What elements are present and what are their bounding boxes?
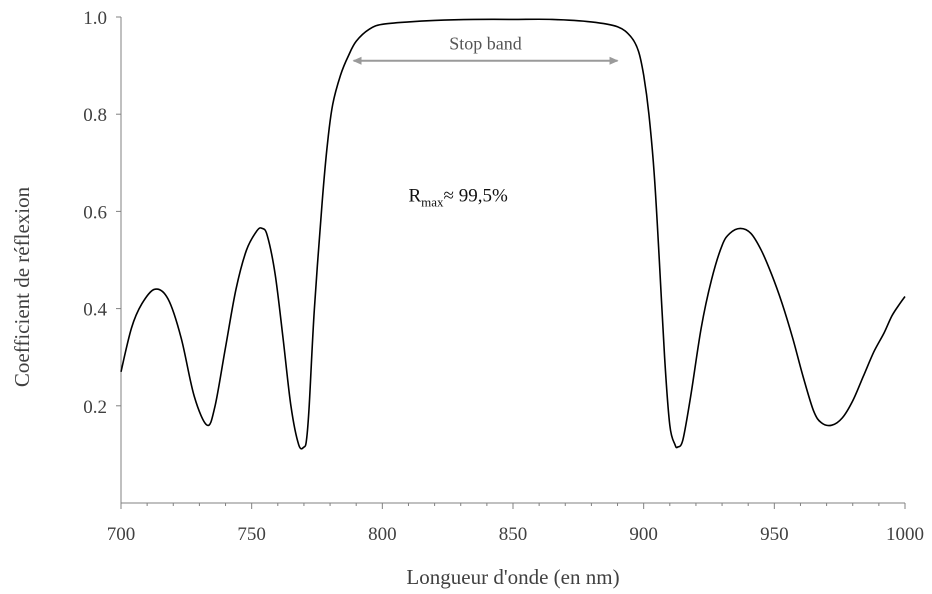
y-tick-label: 1.0 — [83, 8, 107, 29]
rmax-subscript: max — [421, 195, 444, 210]
x-tick-label: 800 — [368, 524, 397, 545]
rmax-symbol: R — [408, 186, 421, 207]
stop-band-label: Stop band — [449, 34, 522, 54]
x-tick-label: 1000 — [886, 524, 924, 545]
x-tick-label: 950 — [760, 524, 789, 545]
rmax-annotation: Rmax≈ 99,5% — [408, 186, 508, 210]
x-tick-label: 850 — [499, 524, 528, 545]
y-ticks: 0.2 0.4 0.6 0.8 1.0 — [83, 8, 121, 418]
x-ticks: 700 750 800 850 900 950 1000 — [107, 503, 924, 545]
x-minor-ticks — [146, 503, 880, 506]
x-axis-title: Longueur d'onde (en nm) — [406, 565, 619, 589]
y-tick-label: 0.8 — [83, 105, 107, 126]
x-tick-label: 750 — [237, 524, 266, 545]
x-tick-label: 700 — [107, 524, 136, 545]
rmax-value: ≈ 99,5% — [444, 186, 508, 207]
y-tick-label: 0.4 — [83, 300, 107, 321]
y-tick-label: 0.2 — [83, 397, 107, 418]
reflection-curve — [120, 18, 906, 450]
x-tick-label: 900 — [629, 524, 658, 545]
y-tick-label: 0.6 — [83, 202, 107, 223]
y-axis-title: Coefficient de réflexion — [10, 186, 34, 387]
